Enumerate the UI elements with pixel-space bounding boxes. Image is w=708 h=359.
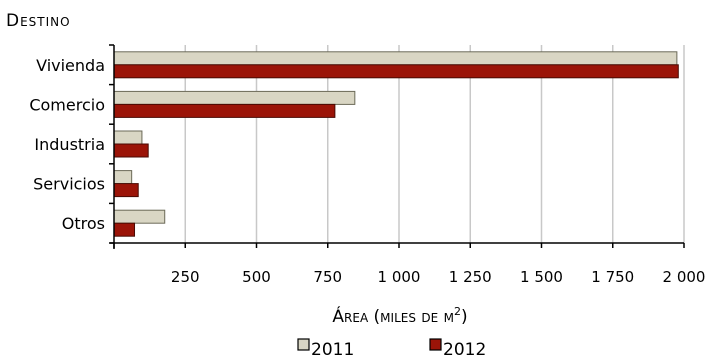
- x-tick-label-1500: 1 500: [520, 268, 563, 286]
- x-tick-label-500: 500: [242, 268, 271, 286]
- x-axis-title-sup: 2: [454, 305, 461, 318]
- labels: Vivienda Comercio Industria Servicios Otros 2…: [6, 11, 705, 327]
- legend-label-2011: 2011: [311, 340, 354, 359]
- legend-label-2012: 2012: [443, 340, 486, 359]
- bar-2011-servicios: [113, 170, 133, 185]
- x-tick-label-750: 750: [313, 268, 342, 286]
- bar-2012-industria: [113, 143, 149, 158]
- x-tick-label-2000: 2 000: [663, 268, 706, 286]
- bar-2012-servicios: [113, 183, 139, 198]
- category-label-vivienda: Vivienda: [36, 56, 105, 75]
- x-tick-label-1750: 1 750: [591, 268, 634, 286]
- category-label-comercio: Comercio: [29, 95, 105, 114]
- category-label-industria: Industria: [34, 135, 105, 154]
- bar-2011-comercio: [113, 90, 356, 105]
- category-label-servicios: Servicios: [33, 175, 105, 194]
- legend: 2011 2012: [297, 338, 486, 359]
- category-label-otros: Otros: [62, 214, 105, 233]
- bar-2012-otros: [113, 222, 136, 237]
- x-tick-label-1000: 1 000: [378, 268, 421, 286]
- bar-2011-industria: [113, 130, 143, 145]
- bars: [113, 51, 679, 237]
- legend-swatch-2012: [429, 338, 442, 351]
- x-axis-title-main: Área (miles de m: [332, 305, 454, 327]
- axes: [109, 44, 685, 249]
- x-axis-title: Área (miles de m2): [332, 305, 467, 327]
- x-axis-title-end: ): [461, 307, 468, 327]
- y-axis-title: Destino: [6, 11, 71, 31]
- bar-2011-otros: [113, 209, 166, 224]
- legend-swatch-2011: [297, 338, 310, 351]
- x-tick-label-1250: 1 250: [449, 268, 492, 286]
- bar-2011-vivienda: [113, 51, 678, 66]
- x-tick-label-250: 250: [171, 268, 200, 286]
- bar-2012-vivienda: [113, 64, 679, 79]
- bar-2012-comercio: [113, 103, 336, 118]
